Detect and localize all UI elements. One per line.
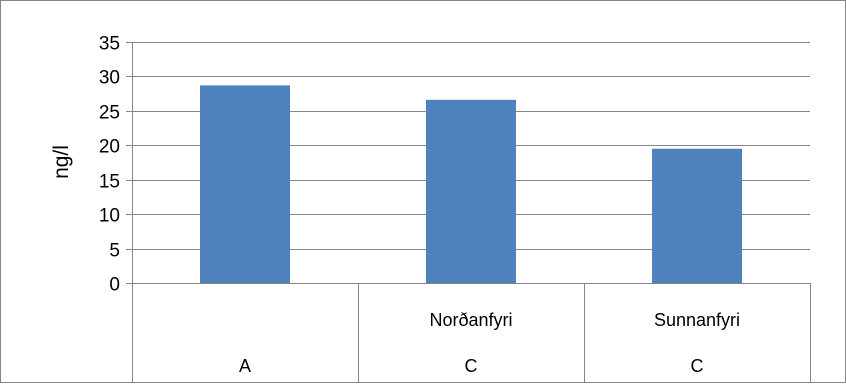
y-tick-label: 25 (99, 103, 120, 124)
y-tick-label: 20 (99, 137, 120, 158)
y-axis-label: ng/l (50, 145, 73, 179)
bar (652, 148, 742, 283)
y-tick-label: 5 (109, 241, 120, 262)
y-tick-label: 15 (99, 172, 120, 193)
category-group-label: A (239, 356, 251, 376)
category-group-label: C (465, 356, 478, 376)
category-label: Sunnanfyri (654, 310, 740, 330)
y-tick-label: 35 (99, 34, 120, 55)
y-tick-label: 0 (109, 275, 120, 296)
y-tick-label: 30 (99, 68, 120, 89)
y-tick-label: 10 (99, 206, 120, 227)
category-group-label: C (691, 356, 704, 376)
axes (126, 42, 811, 383)
y-tick-labels: 0 5 10 15 20 25 30 35 (99, 34, 120, 296)
category-label: Norðanfyri (429, 310, 512, 330)
bars (200, 85, 742, 283)
category-labels: A Norðanfyri C Sunnanfyri C (239, 310, 740, 376)
bar (426, 99, 516, 283)
bar (200, 85, 290, 283)
